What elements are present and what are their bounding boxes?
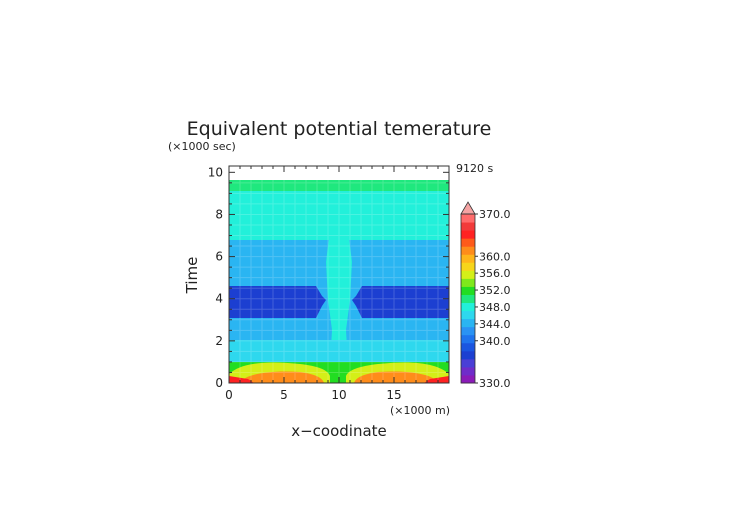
chart-title: Equivalent potential temerature [187, 118, 492, 140]
y-tick-label: 4 [215, 292, 223, 306]
colorbar-label: 352.0 [479, 284, 511, 297]
x-tick-label: 15 [386, 388, 401, 402]
colorbar-segment [461, 238, 475, 247]
colorbar-segment [461, 326, 475, 336]
colorbar-segment [461, 302, 475, 312]
colorbar-segment [461, 342, 475, 352]
y-tick-label: 6 [215, 250, 223, 264]
colorbar-segment [461, 334, 475, 344]
colorbar-label: 344.0 [479, 318, 511, 331]
colorbar-label: 348.0 [479, 301, 511, 314]
y-unit-label: (×1000 sec) [168, 140, 236, 153]
colorbar-segment [461, 318, 475, 328]
colorbar-label: 360.0 [479, 250, 511, 263]
colorbar-frame [460, 213, 476, 384]
colorbar-segment [461, 254, 475, 263]
colorbar-segment [461, 366, 475, 376]
y-axis: 0 2 4 6 8 10 [208, 165, 449, 390]
colorbar-overflow-triangle [460, 201, 476, 215]
x-tick-label: 0 [225, 388, 233, 402]
contour-level-360-left [229, 376, 254, 383]
contour-field [229, 166, 449, 383]
colorbar-label: 340.0 [479, 335, 511, 348]
y-tick-label: 10 [208, 165, 223, 179]
colorbar-segment [461, 214, 475, 223]
timestamp-label: 9120 s [456, 162, 493, 175]
colorbar-segment [461, 246, 475, 255]
contour-level-341-left [229, 286, 326, 318]
x-axis-title: x−coodinate [291, 422, 387, 440]
y-tick-label: 2 [215, 334, 223, 348]
y-tick-label: 0 [215, 376, 223, 390]
x-unit-label: (×1000 m) [390, 404, 450, 417]
contour-level-356-left [240, 371, 324, 383]
contour-level-343-lower [229, 340, 449, 366]
colorbar-label: 356.0 [479, 267, 511, 280]
colorbar-segment [461, 230, 475, 239]
colorbar-segment [461, 286, 475, 295]
x-tick-label: 5 [280, 388, 288, 402]
contour-level-356-right [354, 371, 438, 383]
colorbar-segment [461, 294, 475, 304]
colorbar-segment [461, 350, 475, 360]
y-tick-label: 8 [215, 207, 223, 221]
colorbar: 370.0 360.0 356.0 352.0 348.0 344.0 340.0 330.0 [460, 201, 511, 390]
contour-level-346-column [322, 195, 356, 366]
colorbar-segment [461, 278, 475, 287]
colorbar-segment [461, 374, 475, 384]
x-axis: 0 5 10 15 [225, 166, 450, 402]
contour-level-341-right [352, 286, 449, 318]
colorbar-segment [461, 358, 475, 368]
colorbar-label: 330.0 [479, 377, 511, 390]
colorbar-segment [461, 222, 475, 231]
grid-lines [228, 166, 450, 384]
contour-level-360-right [424, 376, 449, 383]
y-axis-title: Time [183, 257, 201, 295]
colorbar-segment [461, 262, 475, 271]
colorbar-label: 370.0 [479, 208, 511, 221]
colorbar-segment [461, 310, 475, 320]
x-tick-label: 10 [331, 388, 346, 402]
colorbar-segment [461, 270, 475, 279]
